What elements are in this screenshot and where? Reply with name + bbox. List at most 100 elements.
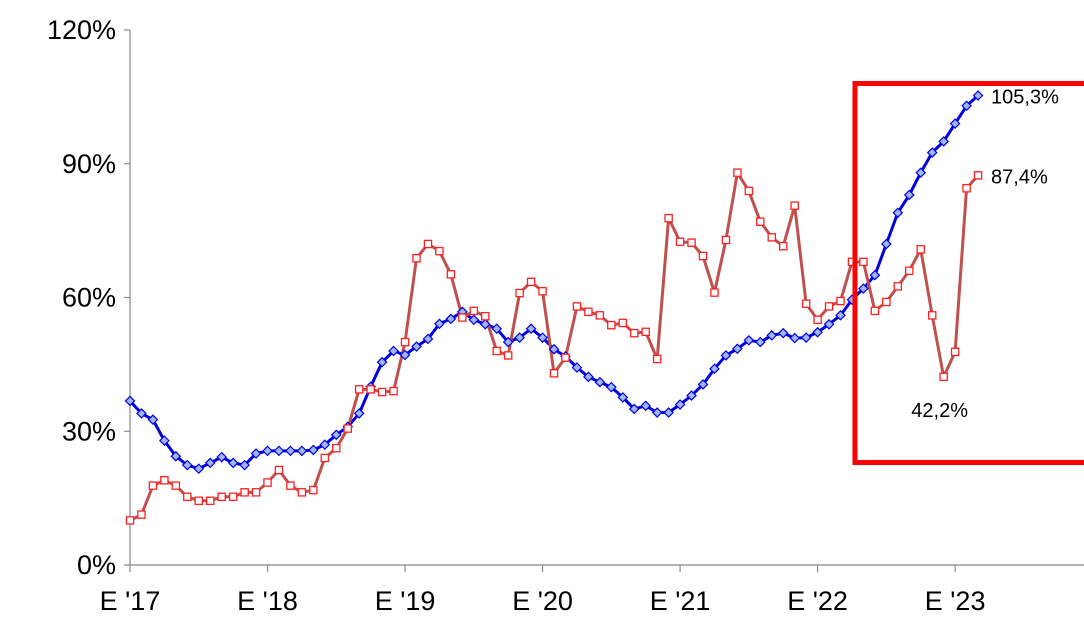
square-point [790, 201, 799, 210]
square-point [240, 488, 249, 497]
square-point [950, 347, 960, 357]
square-point [767, 233, 777, 242]
square-point [377, 387, 387, 397]
square-point [354, 385, 364, 394]
square-point [503, 351, 513, 360]
square-point [652, 354, 662, 364]
diamond-point [250, 448, 262, 459]
square-point [916, 245, 925, 254]
square-point [194, 496, 204, 506]
diamond-point [147, 414, 159, 426]
diamond-point [686, 390, 697, 401]
diamond-point [330, 429, 342, 441]
diamond-point [285, 445, 296, 457]
diamond-point [674, 399, 686, 410]
square-point [664, 213, 673, 223]
series-line-1 [128, 94, 980, 471]
square-point [423, 239, 433, 249]
square-point [870, 306, 880, 316]
diamond-point [136, 408, 147, 419]
square-point [733, 168, 742, 177]
diamond-point [193, 463, 205, 475]
square-point [698, 251, 708, 261]
diamond-point [938, 136, 950, 147]
diamond-point [800, 332, 812, 343]
diamond-point [640, 400, 652, 412]
square-point [824, 302, 834, 311]
square-point [561, 353, 570, 362]
tick-labels: 0% 30% 60% 90% 120% E '17 E '18 E '19 E '20 E '21… [47, 15, 986, 616]
x-tick-label: E '23 [925, 586, 986, 616]
diamond-point [376, 356, 388, 368]
series-markers [124, 90, 984, 525]
square-point [572, 302, 582, 311]
diamond-point [926, 147, 938, 158]
square-point [492, 346, 501, 356]
diamond-point [525, 323, 537, 335]
diamond-point [227, 457, 239, 469]
diamond-point [479, 318, 491, 330]
diamond-point [869, 269, 881, 281]
square-point [160, 476, 169, 485]
diamond-point [181, 459, 193, 471]
square-point [710, 288, 719, 297]
diamond-point [709, 363, 720, 375]
diamond-point [262, 445, 273, 457]
diamond-point [972, 90, 984, 101]
diamond-point [858, 283, 869, 294]
square-point [538, 287, 547, 296]
square-point [343, 424, 352, 433]
diamond-point [468, 314, 480, 326]
data-labels: 105,3% 87,4% 42,2% [911, 87, 1059, 422]
x-tick-label: E '21 [650, 586, 711, 616]
square-point [171, 481, 181, 490]
diamond-point [881, 238, 892, 250]
diamond-point [502, 336, 514, 348]
y-tick-label: 60% [62, 283, 116, 313]
diamond-point [663, 407, 674, 418]
square-point [137, 510, 146, 519]
square-point [320, 453, 330, 463]
diamond-point [628, 403, 640, 415]
square-point [675, 237, 685, 247]
square-point [721, 235, 731, 245]
x-tick-label: E '22 [787, 586, 848, 616]
axes [124, 29, 1084, 572]
square-point [183, 492, 192, 502]
diamond-point [399, 349, 411, 361]
square-point [882, 297, 891, 307]
square-point [435, 246, 444, 256]
square-point [549, 369, 559, 378]
square-point [481, 311, 490, 321]
square-point [939, 372, 948, 382]
diamond-point [766, 330, 778, 341]
diamond-point [273, 445, 285, 457]
diamond-point [583, 371, 594, 383]
square-point [274, 465, 284, 475]
square-point [412, 254, 421, 263]
diamond-point [720, 350, 732, 361]
square-point [446, 270, 456, 279]
diamond-point [961, 100, 972, 112]
square-point [744, 186, 754, 196]
square-point [228, 492, 238, 502]
square-point [309, 485, 318, 495]
diamond-point [892, 207, 904, 219]
square-point [756, 217, 765, 226]
square-point [778, 241, 788, 251]
square-point [332, 443, 341, 453]
y-tick-label: 30% [62, 416, 116, 446]
square-point [469, 306, 479, 316]
diamond-point [434, 318, 445, 330]
square-point [263, 478, 272, 487]
square-point [893, 282, 903, 291]
square-point [618, 318, 628, 328]
annotations [852, 81, 1084, 465]
square-point [458, 313, 467, 322]
y-tick-label: 120% [47, 15, 116, 45]
diamond-point [491, 323, 503, 335]
square-point [641, 327, 650, 337]
diamond-point [903, 189, 915, 201]
square-point [973, 171, 983, 180]
